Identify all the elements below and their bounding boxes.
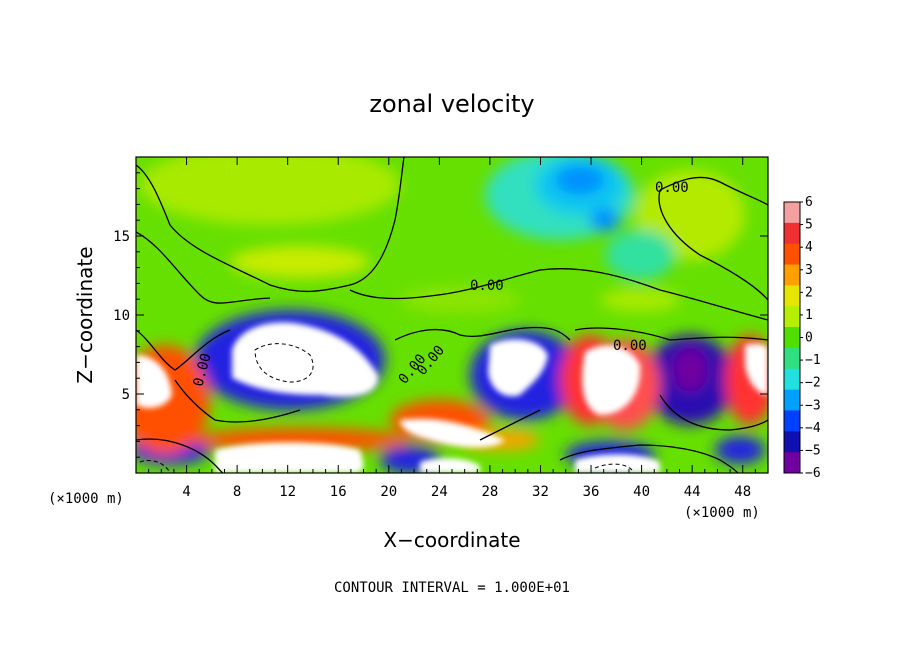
- colorbar-label: −6: [805, 466, 821, 481]
- y-axis-ticks: 5 10 15: [113, 172, 768, 458]
- x-tick-label: 40: [633, 484, 650, 500]
- colorbar-swatch: [784, 202, 800, 224]
- x-axis-ticks: 4 8 12 16 20 24 28 32 36 40 44 48: [148, 157, 756, 500]
- colorbar-label: −3: [805, 398, 821, 413]
- x-tick-label: 4: [182, 484, 190, 500]
- colorbar-label: −4: [805, 421, 821, 436]
- x-tick-label: 20: [380, 484, 397, 500]
- heatmap-field: [136, 157, 768, 473]
- contour-label: 0.00: [613, 338, 647, 354]
- x-tick-label: 8: [233, 484, 241, 500]
- x-tick-label: 28: [481, 484, 498, 500]
- colorbar-swatch: [784, 327, 800, 349]
- colorbar-swatch: [784, 431, 800, 453]
- x-tick-label: 24: [431, 484, 448, 500]
- colorbar-swatch: [784, 410, 800, 432]
- chart-title: zonal velocity: [369, 90, 534, 118]
- colorbar-swatch: [784, 264, 800, 286]
- colorbar-swatch: [784, 389, 800, 411]
- colorbar-swatch: [784, 306, 800, 328]
- x-tick-label: 16: [330, 484, 347, 500]
- colorbar-label: 0: [805, 331, 813, 346]
- y-tick-label: 15: [113, 229, 130, 245]
- x-axis-title: X−coordinate: [383, 528, 520, 552]
- colorbar-swatch: [784, 243, 800, 266]
- colorbar-label: −1: [805, 353, 821, 368]
- colorbar-label: 1: [805, 308, 813, 323]
- y-axis-title: Z−coordinate: [73, 246, 97, 383]
- colorbar-swatch: [784, 452, 800, 474]
- colorbar-swatch: [784, 285, 800, 307]
- x-unit-right: (×1000 m): [684, 505, 760, 521]
- colorbar-label: 5: [805, 218, 813, 233]
- y-tick-label: 5: [122, 387, 130, 403]
- colorbar-label: 3: [805, 263, 813, 278]
- contour-label: 0.00: [470, 278, 504, 294]
- colorbar-label: −2: [805, 376, 821, 391]
- colorbar-swatch: [784, 222, 800, 245]
- contour-lines: [136, 157, 768, 473]
- colorbar-swatch: [784, 347, 800, 370]
- x-tick-label: 36: [583, 484, 600, 500]
- x-tick-label: 44: [684, 484, 701, 500]
- colorbar-label: 2: [805, 285, 813, 300]
- colorbar-label: 4: [805, 240, 813, 255]
- x-tick-label: 48: [734, 484, 751, 500]
- colorbar-swatch: [784, 368, 800, 391]
- colorbar-label: −5: [805, 443, 821, 458]
- colorbar-label: 6: [805, 195, 813, 210]
- contour-label: 0.00: [655, 180, 689, 196]
- x-tick-label: 12: [279, 484, 296, 500]
- contour-interval-note: CONTOUR INTERVAL = 1.000E+01: [334, 580, 570, 596]
- x-tick-label: 32: [532, 484, 549, 500]
- y-tick-label: 10: [113, 308, 130, 324]
- negative-contours: [139, 343, 633, 473]
- colorbar: 6 5 4 3 2 1 0 −1 −2 −3 −4 −5 −6: [783, 195, 821, 481]
- x-unit-left: (×1000 m): [48, 491, 124, 507]
